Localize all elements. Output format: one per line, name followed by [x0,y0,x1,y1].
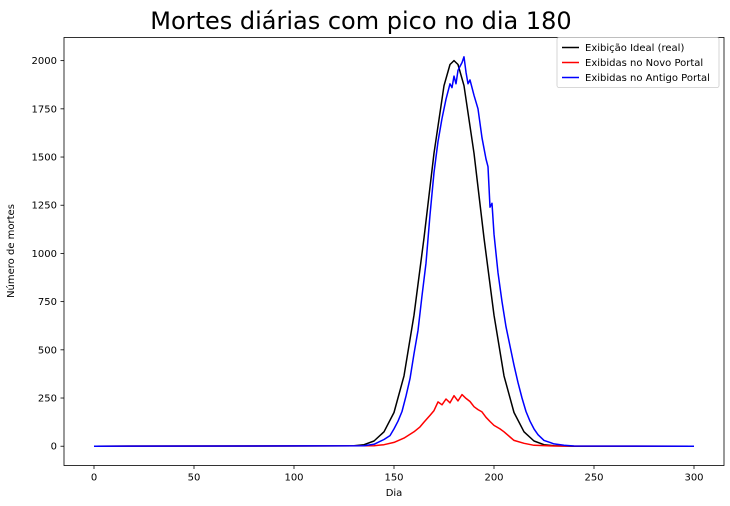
legend-label: Exibidas no Novo Portal [585,58,703,69]
x-tick-label: 200 [484,473,503,484]
legend-box [556,37,720,88]
x-tick-label: 150 [384,473,403,484]
x-tick-label: 300 [684,473,703,484]
series-line-1 [93,393,695,447]
x-tick-label: 50 [188,473,201,484]
y-tick-label: 1250 [32,201,57,212]
y-tick-label: 500 [38,345,57,356]
y-tick-label: 750 [38,297,57,308]
y-tick-label: 0 [51,442,57,453]
x-tick-label: 250 [584,473,603,484]
series-line-0 [93,59,694,447]
series-layer [93,56,695,447]
y-axis-title: Número de mortes [5,204,17,298]
x-tick-label: 0 [91,473,97,484]
y-axis: 0 250 500 750 1000 1250 1500 1750 2000 [32,56,64,453]
chart-title: Mortes diárias com pico no dia 180 [150,7,571,35]
x-axis-title: Dia [386,488,403,499]
legend-label: Exibidas no Antigo Portal [585,73,710,84]
legend-label: Exibição Ideal (real) [585,43,684,54]
x-tick-label: 100 [284,473,303,484]
y-tick-label: 1500 [32,153,57,164]
legend: Exibição Ideal (real) Exibidas no Novo Po… [556,37,720,88]
y-tick-label: 1750 [32,104,57,115]
x-axis: 0 50 100 150 200 250 300 [91,465,704,484]
y-tick-label: 250 [38,394,57,405]
y-tick-label: 1000 [32,249,57,260]
y-tick-label: 2000 [32,56,57,67]
series-line-2 [93,56,695,447]
